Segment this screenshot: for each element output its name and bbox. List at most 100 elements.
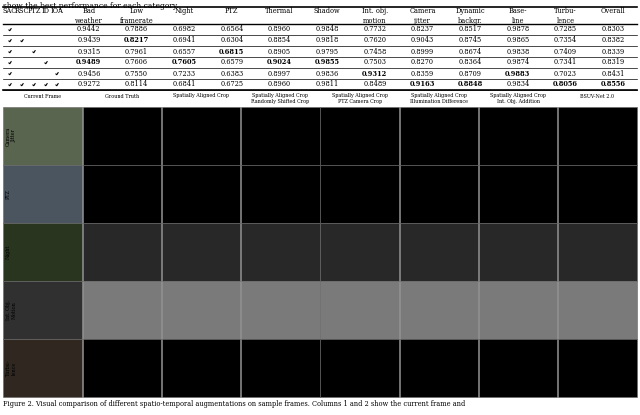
- Text: Low
framerate: Low framerate: [120, 7, 154, 25]
- Bar: [3, 339, 82, 397]
- Text: 0.7285: 0.7285: [554, 25, 577, 34]
- Bar: [558, 281, 637, 339]
- Text: Dynamic
backgr.: Dynamic backgr.: [455, 7, 485, 25]
- Text: 0.9043: 0.9043: [411, 37, 434, 44]
- Text: 0.9874: 0.9874: [506, 59, 529, 66]
- Bar: [3, 107, 82, 165]
- Text: 0.9795: 0.9795: [316, 47, 339, 56]
- Text: 0.8114: 0.8114: [125, 81, 148, 88]
- Text: 0.8270: 0.8270: [411, 59, 434, 66]
- Text: Base-
line: Base- line: [509, 7, 527, 25]
- Text: show the best performance for each category.: show the best performance for each categ…: [3, 2, 179, 10]
- Text: 0.6304: 0.6304: [220, 37, 243, 44]
- Text: 0.8489: 0.8489: [363, 81, 387, 88]
- Bar: [320, 107, 399, 165]
- Text: 0.9442: 0.9442: [77, 25, 100, 34]
- Text: 0.6557: 0.6557: [173, 47, 196, 56]
- Text: 0.8960: 0.8960: [268, 25, 291, 34]
- Text: 0.8319: 0.8319: [602, 59, 625, 66]
- Text: Spatially Aligned Crop
PTZ Camera Crop: Spatially Aligned Crop PTZ Camera Crop: [332, 93, 388, 104]
- Bar: [399, 339, 478, 397]
- Text: 0.9848: 0.9848: [316, 25, 339, 34]
- Text: Spatially Aligned Crop
Illumination Difference: Spatially Aligned Crop Illumination Diff…: [410, 93, 468, 104]
- Text: Int. obj.
motion: Int. obj. motion: [362, 7, 388, 25]
- Text: 0.9439: 0.9439: [77, 37, 100, 44]
- Text: 0.8382: 0.8382: [602, 37, 625, 44]
- Text: 0.8431: 0.8431: [602, 69, 625, 78]
- Bar: [399, 165, 478, 223]
- Text: PTZ: PTZ: [28, 7, 41, 15]
- Bar: [83, 107, 161, 165]
- Bar: [479, 165, 557, 223]
- Text: 0.8848: 0.8848: [458, 81, 483, 88]
- Text: SAC: SAC: [3, 7, 17, 15]
- Text: Turbu-
lence: Turbu- lence: [6, 360, 17, 376]
- Text: Spatially Aligned Crop: Spatially Aligned Crop: [173, 93, 229, 98]
- Text: 0.7620: 0.7620: [364, 37, 387, 44]
- Bar: [241, 165, 320, 223]
- Bar: [241, 281, 320, 339]
- Bar: [320, 165, 399, 223]
- Text: 0.8217: 0.8217: [124, 37, 149, 44]
- Text: Night: Night: [6, 245, 11, 259]
- Bar: [241, 223, 320, 281]
- Text: 0.8674: 0.8674: [458, 47, 482, 56]
- Bar: [320, 223, 399, 281]
- Bar: [83, 281, 161, 339]
- Text: 0.6564: 0.6564: [220, 25, 244, 34]
- Text: 0.9818: 0.9818: [316, 37, 339, 44]
- Text: Shadow: Shadow: [314, 7, 340, 15]
- Text: 0.8905: 0.8905: [268, 47, 291, 56]
- Bar: [241, 339, 320, 397]
- Bar: [162, 165, 241, 223]
- Text: Night: Night: [175, 7, 194, 15]
- Bar: [558, 165, 637, 223]
- Text: 0.8364: 0.8364: [458, 59, 482, 66]
- Bar: [162, 223, 241, 281]
- Text: 0.7458: 0.7458: [364, 47, 387, 56]
- Bar: [479, 339, 557, 397]
- Text: Bad
weather: Bad weather: [75, 7, 102, 25]
- Bar: [3, 223, 82, 281]
- Text: 0.9312: 0.9312: [362, 69, 387, 78]
- Text: 0.9489: 0.9489: [76, 59, 102, 66]
- Text: BSUV-Net 2.0: BSUV-Net 2.0: [580, 93, 614, 98]
- Text: 0.8339: 0.8339: [602, 47, 625, 56]
- Text: Camera
jitter: Camera jitter: [409, 7, 436, 25]
- Text: 0.9811: 0.9811: [316, 81, 339, 88]
- Bar: [83, 339, 161, 397]
- Text: 0.8237: 0.8237: [411, 25, 434, 34]
- Bar: [558, 339, 637, 397]
- Text: ID: ID: [42, 7, 50, 15]
- Text: Overall: Overall: [601, 7, 625, 15]
- Bar: [83, 223, 161, 281]
- Text: Ground Truth: Ground Truth: [105, 93, 139, 98]
- Text: 0.6383: 0.6383: [220, 69, 243, 78]
- Text: 0.8056: 0.8056: [553, 81, 578, 88]
- Text: 0.9838: 0.9838: [506, 47, 529, 56]
- Bar: [558, 107, 637, 165]
- Text: 0.7023: 0.7023: [554, 69, 577, 78]
- Bar: [558, 223, 637, 281]
- Text: Spatially Aligned Crop
Int. Obj. Addition: Spatially Aligned Crop Int. Obj. Additio…: [490, 93, 546, 104]
- Text: 0.9855: 0.9855: [315, 59, 340, 66]
- Text: Figure 2. Visual comparison of different spatio-temporal augmentations on sample: Figure 2. Visual comparison of different…: [3, 400, 465, 408]
- Text: 0.8556: 0.8556: [601, 81, 626, 88]
- Text: 0.9163: 0.9163: [410, 81, 435, 88]
- Bar: [399, 281, 478, 339]
- Text: Int. Obj.
Motion: Int. Obj. Motion: [6, 300, 17, 320]
- Text: 0.9834: 0.9834: [506, 81, 529, 88]
- Bar: [479, 223, 557, 281]
- Text: 0.8517: 0.8517: [459, 25, 482, 34]
- Text: IOA: IOA: [51, 7, 63, 15]
- Text: 0.6815: 0.6815: [220, 47, 244, 56]
- Text: 0.8960: 0.8960: [268, 81, 291, 88]
- Text: 0.9865: 0.9865: [506, 37, 529, 44]
- Text: 0.8709: 0.8709: [459, 69, 482, 78]
- Text: 0.8999: 0.8999: [411, 47, 434, 56]
- Bar: [3, 165, 82, 223]
- Text: 0.7605: 0.7605: [172, 59, 196, 66]
- Text: 0.9024: 0.9024: [267, 59, 292, 66]
- Bar: [3, 281, 82, 339]
- Text: 0.8359: 0.8359: [411, 69, 434, 78]
